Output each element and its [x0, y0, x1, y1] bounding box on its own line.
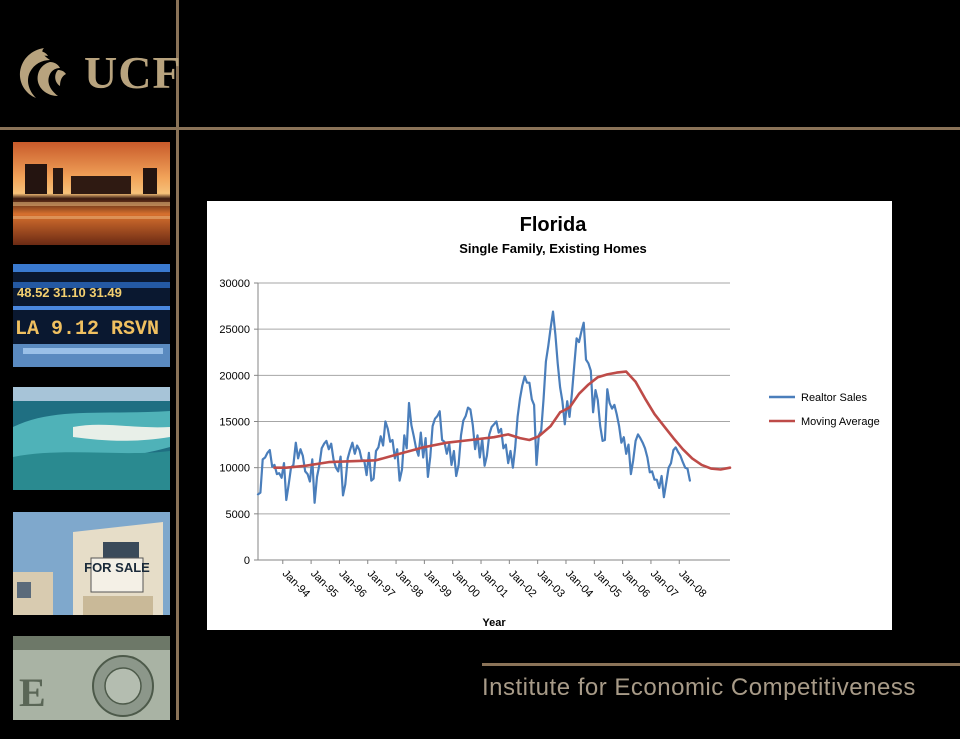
x-tick-label: Jan-04 [563, 568, 595, 600]
x-tick-label: Jan-08 [676, 568, 708, 600]
stock-ticker-photo: 48.52 31.10 31.49 LA 9.12 RSVN [13, 264, 170, 367]
y-tick-label: 0 [244, 555, 250, 567]
x-tick-label: Jan-00 [450, 568, 482, 600]
ucf-logo: UCF [14, 44, 181, 104]
y-tick-label: 10000 [219, 463, 250, 475]
pegasus-icon [19, 48, 66, 98]
x-axis-label: Year [482, 617, 506, 629]
x-tick-label: Jan-01 [478, 568, 510, 600]
aerial-coast-photo [13, 387, 170, 490]
city-skyline-sunset-photo [13, 142, 170, 245]
chart-subtitle: Single Family, Existing Homes [459, 241, 647, 256]
y-tick-label: 5000 [226, 509, 250, 521]
svg-text:48.52 31.10 31.49: 48.52 31.10 31.49 [17, 285, 122, 300]
series-line-moving-average [273, 370, 732, 471]
y-tick-label: 20000 [219, 370, 250, 382]
x-tick-label: Jan-03 [535, 568, 567, 600]
y-tick-label: 15000 [219, 417, 250, 429]
y-tick-label: 30000 [219, 278, 250, 290]
footer-title: Institute for Economic Competitiveness [482, 674, 916, 701]
x-tick-label: Jan-95 [308, 568, 340, 600]
svg-text:LA 9.12 RSVN: LA 9.12 RSVN [15, 318, 159, 341]
logo-wordmark: UCF [84, 47, 182, 98]
legend-label: Moving Average [801, 416, 880, 428]
x-tick-label: Jan-05 [591, 568, 623, 600]
line-chart: Florida Single Family, Existing Homes 0 500… [219, 214, 880, 629]
x-tick-label: Jan-98 [393, 568, 425, 600]
dollar-bill-photo: E [13, 636, 170, 739]
footer-divider [482, 663, 960, 666]
legend-label: Realtor Sales [801, 392, 868, 404]
y-tick-label: 25000 [219, 324, 250, 336]
chart-panel: Florida Single Family, Existing Homes 0 500… [207, 201, 892, 630]
header-divider [0, 127, 960, 130]
x-tick-label: Jan-06 [620, 568, 652, 600]
series-line-realtor-sales [256, 310, 691, 504]
x-tick-label: Jan-97 [365, 568, 397, 600]
x-tick-label: Jan-02 [506, 568, 538, 600]
for-sale-sign-text: FOR SALE [84, 560, 150, 575]
chart-title: Florida [520, 214, 588, 236]
x-tick-label: Jan-96 [336, 568, 368, 600]
x-tick-label: Jan-99 [421, 568, 453, 600]
svg-text:E: E [19, 670, 46, 715]
x-tick-label: Jan-94 [280, 568, 312, 600]
sidebar-divider [176, 0, 179, 720]
house-for-sale-photo: FOR SALE [13, 512, 170, 615]
x-tick-label: Jan-07 [648, 568, 680, 600]
